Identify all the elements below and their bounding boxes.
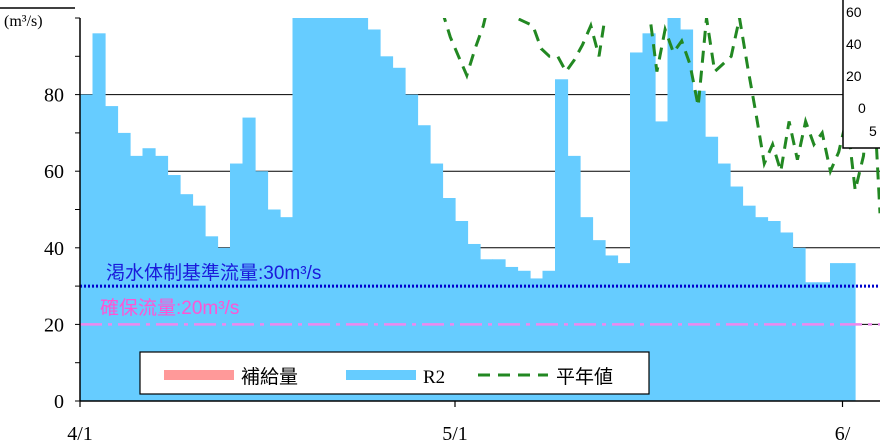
drought-threshold-label: 渇水体制基準流量:30m³/s (106, 262, 321, 284)
inset-frame (842, 0, 880, 149)
inset-tick-40: 40 (846, 36, 862, 52)
x-tick-label: 5/1 (442, 423, 468, 443)
inset-chart: 60 40 20 0 5 (842, 0, 880, 149)
r2-bar-day-40 (567, 155, 581, 401)
r2-bar-day-49 (680, 29, 694, 401)
r2-bar-day-13 (230, 163, 244, 401)
y-tick-label-40: 40 (44, 238, 64, 260)
r2-bar-day-14 (242, 117, 256, 401)
r2-bar-day-21 (330, 18, 344, 401)
r2-bar-day-30 (442, 198, 456, 401)
secured-flow-label: 確保流量:20m³/s (100, 297, 239, 319)
legend-label-supply: 補給量 (241, 366, 298, 388)
r2-bar-day-6 (142, 148, 156, 401)
r2-bar-day-9 (180, 194, 194, 401)
r2-bar-day-24 (367, 29, 381, 401)
r2-bar-day-26 (392, 67, 406, 401)
legend-label-average: 平年値 (556, 366, 613, 388)
y-tick-label-0: 0 (54, 391, 64, 413)
r2-bar-day-2 (92, 33, 106, 401)
r2-bar-day-19 (305, 18, 319, 401)
r2-bar-day-52 (717, 163, 731, 401)
r2-bar-day-51 (705, 136, 719, 401)
legend: 補給量 R2 平年値 (139, 351, 650, 395)
r2-bar-day-55 (755, 217, 769, 401)
r2-bar-day-8 (167, 175, 181, 401)
average-dashed-line (442, 18, 880, 214)
r2-bar-day-1 (80, 94, 94, 401)
y-tick-marks: 0 20 40 60 80 (44, 17, 80, 413)
r2-bar-day-20 (317, 18, 331, 401)
r2-bar-day-61 (830, 263, 844, 401)
r2-bar-day-29 (430, 163, 444, 401)
y-tick-label-80: 80 (44, 85, 64, 107)
x-tick-marks: 4/1 5/1 6/ (67, 401, 851, 443)
r2-bar-day-28 (417, 125, 431, 401)
r2-bar-day-60 (817, 282, 831, 401)
inset-tick-20: 20 (846, 68, 862, 84)
y-tick-label-20: 20 (44, 314, 64, 336)
r2-bar-day-22 (342, 18, 356, 401)
x-tick-label: 4/1 (67, 423, 93, 443)
r2-bar-day-18 (292, 18, 306, 401)
legend-swatch-r2 (346, 370, 416, 380)
r2-bar-day-39 (555, 79, 569, 401)
r2-bar-day-3 (105, 106, 119, 401)
r2-bar-day-57 (780, 232, 794, 401)
r2-bar-day-50 (692, 90, 706, 401)
y-unit-label: (m³/s) (4, 13, 43, 30)
r2-bar-day-53 (730, 186, 744, 401)
r2-bar-day-48 (667, 18, 681, 401)
inset-tick-0: 0 (858, 100, 866, 116)
x-tick-label: 6/ (835, 423, 851, 443)
inset-tick-60: 60 (846, 4, 862, 20)
r2-bar-day-56 (767, 220, 781, 401)
legend-label-r2: R2 (423, 367, 445, 388)
r2-bar-day-47 (655, 121, 669, 401)
r2-bar-day-62 (842, 263, 856, 401)
r2-bar-day-58 (792, 247, 806, 401)
r2-bar-day-59 (805, 282, 819, 401)
r2-bar-day-25 (380, 56, 394, 401)
r2-bar-day-54 (742, 205, 756, 401)
y-tick-label-60: 60 (44, 161, 64, 183)
r2-bar-day-23 (355, 18, 369, 401)
r2-bar-day-7 (155, 155, 169, 401)
r2-bar-day-46 (642, 33, 656, 401)
inset-x-label: 5 (869, 123, 877, 139)
r2-bar-day-45 (630, 52, 644, 401)
legend-swatch-supply (164, 370, 234, 380)
r2-bar-day-5 (130, 155, 144, 401)
reference-lines (80, 284, 880, 326)
r2-bar-day-4 (117, 132, 131, 401)
